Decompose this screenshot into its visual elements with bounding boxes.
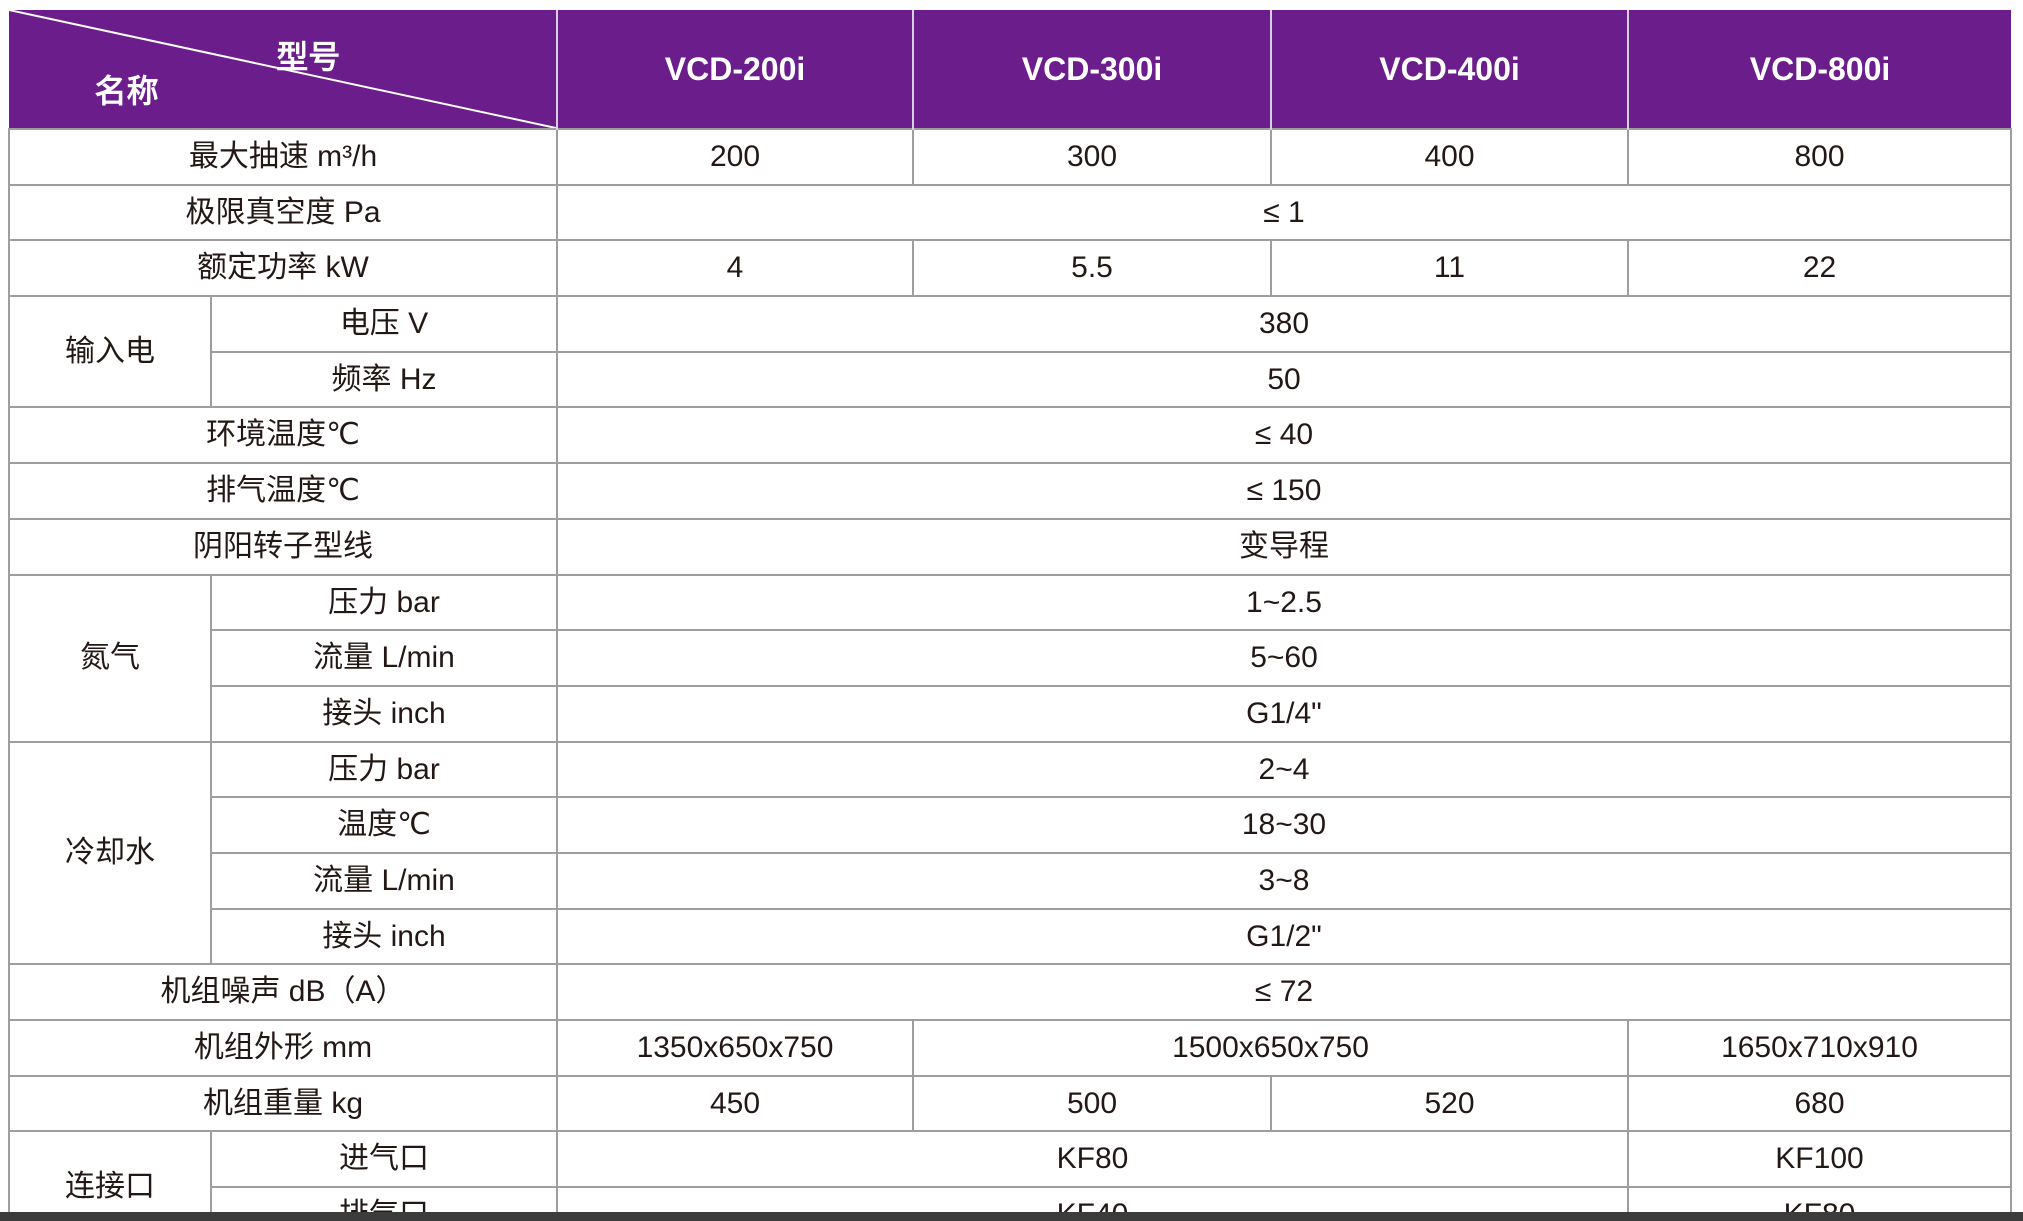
row-label: 排气温度℃ [8, 462, 558, 520]
group-label-connections: 连接口 [8, 1130, 212, 1221]
value-cell: KF100 [1627, 1130, 2012, 1189]
row-max-pumping-speed: 最大抽速 m³/h 200 300 400 800 [8, 128, 2012, 186]
value-cell-merged: ≤ 1 [556, 183, 2012, 242]
row-nitrogen-flow: 流量 L/min 5~60 [9, 629, 2012, 687]
value-cell: 22 [1627, 239, 2012, 298]
row-cooling-temp: 温度℃ 18~30 [9, 796, 2012, 854]
diagonal-divider [9, 10, 556, 128]
value-cell: 400 [1270, 128, 1629, 186]
row-label: 环境温度℃ [8, 406, 558, 465]
value-cell-merged: ≤ 40 [556, 406, 2012, 465]
sub-label: 压力 bar [210, 740, 558, 799]
value-cell-merged: G1/2" [556, 907, 2012, 966]
value-cell: 300 [912, 128, 1272, 186]
row-label: 机组重量 kg [8, 1074, 558, 1133]
col-header-vcd-200i: VCD-200i [556, 10, 913, 129]
col-header-vcd-400i: VCD-400i [1270, 10, 1628, 129]
col-header-vcd-800i: VCD-800i [1627, 10, 2011, 129]
row-label: 极限真空度 Pa [8, 183, 558, 242]
value-cell-merged: G1/4" [556, 684, 2012, 743]
group-label-input-power: 输入电 [8, 295, 212, 409]
value-cell: 11 [1270, 239, 1629, 298]
value-cell-merged: 2~4 [556, 740, 2012, 799]
value-cell-merged: 1500x650x750 [912, 1019, 1629, 1077]
row-label: 机组外形 mm [8, 1019, 558, 1077]
group-label-nitrogen: 氮气 [8, 573, 212, 743]
value-cell-merged: 5~60 [556, 629, 2012, 687]
sub-label: 频率 Hz [210, 350, 558, 409]
value-cell: 1650x710x910 [1627, 1019, 2012, 1077]
row-dimensions: 机组外形 mm 1350x650x750 1500x650x750 1650x7… [8, 1019, 2012, 1077]
row-nitrogen-pressure: 氮气 压力 bar 1~2.5 [8, 573, 2012, 743]
sub-label: 流量 L/min [210, 629, 558, 687]
row-inlet-port: 连接口 进气口 KF80 KF100 [8, 1130, 2012, 1221]
value-cell-merged: ≤ 72 [556, 963, 2012, 1021]
sub-label: 压力 bar [210, 573, 558, 632]
sub-label: 接头 inch [210, 907, 558, 966]
corner-header-cell: 型号 名称 [9, 10, 557, 129]
corner-label-model: 型号 [276, 39, 341, 75]
row-cooling-pressure: 冷却水 压力 bar 2~4 [8, 740, 2012, 966]
value-cell: 5.5 [912, 239, 1272, 298]
value-cell: 800 [1627, 128, 2012, 186]
row-rotor-profile: 阴阳转子型线 变导程 [8, 517, 2012, 576]
value-cell-merged: ≤ 150 [556, 462, 2012, 520]
row-input-frequency: 频率 Hz 50 [9, 350, 2012, 409]
value-cell: 4 [556, 239, 914, 298]
value-cell: 200 [556, 128, 914, 186]
row-input-voltage: 输入电 电压 V 380 [8, 295, 2012, 409]
value-cell-merged: 3~8 [556, 851, 2012, 910]
value-cell: 680 [1627, 1074, 2012, 1133]
value-cell-merged: 18~30 [556, 796, 2012, 854]
row-ambient-temp: 环境温度℃ ≤ 40 [8, 406, 2012, 465]
value-cell-merged: 380 [556, 295, 2012, 353]
row-cooling-flow: 流量 L/min 3~8 [9, 851, 2012, 910]
value-cell: 520 [1270, 1074, 1629, 1133]
value-cell: 450 [556, 1074, 914, 1133]
sub-label: 进气口 [210, 1130, 558, 1189]
row-exhaust-temp: 排气温度℃ ≤ 150 [8, 462, 2012, 520]
group-label-cooling-water: 冷却水 [8, 740, 212, 966]
row-rated-power: 额定功率 kW 4 5.5 11 22 [8, 239, 2012, 298]
row-weight: 机组重量 kg 450 500 520 680 [8, 1074, 2012, 1133]
sub-label: 流量 L/min [210, 851, 558, 910]
sub-label: 接头 inch [210, 684, 558, 743]
row-nitrogen-connector: 接头 inch G1/4" [9, 684, 2012, 743]
spec-table: 型号 名称 VCD-200i VCD-300i VCD-400i VCD-800… [8, 10, 2012, 1221]
sub-label: 温度℃ [210, 796, 558, 854]
row-label: 最大抽速 m³/h [8, 128, 558, 186]
col-header-vcd-300i: VCD-300i [912, 10, 1271, 129]
value-cell-merged: 变导程 [556, 517, 2012, 576]
value-cell: 1350x650x750 [556, 1019, 914, 1077]
row-cooling-connector: 接头 inch G1/2" [9, 907, 2012, 966]
header-row: 型号 名称 VCD-200i VCD-300i VCD-400i VCD-800… [9, 10, 2011, 129]
sub-label: 电压 V [210, 295, 558, 353]
row-label: 阴阳转子型线 [8, 517, 558, 576]
corner-label-name: 名称 [94, 73, 159, 109]
value-cell-merged: 50 [556, 350, 2012, 409]
value-cell: 500 [912, 1074, 1272, 1133]
row-ultimate-vacuum: 极限真空度 Pa ≤ 1 [8, 183, 2012, 242]
row-noise: 机组噪声 dB（A） ≤ 72 [8, 963, 2012, 1021]
row-label: 机组噪声 dB（A） [8, 963, 558, 1021]
value-cell-merged: 1~2.5 [556, 573, 2012, 632]
bottom-rule [0, 1212, 2023, 1221]
value-cell-merged: KF80 [556, 1130, 1629, 1189]
row-label: 额定功率 kW [8, 239, 558, 298]
